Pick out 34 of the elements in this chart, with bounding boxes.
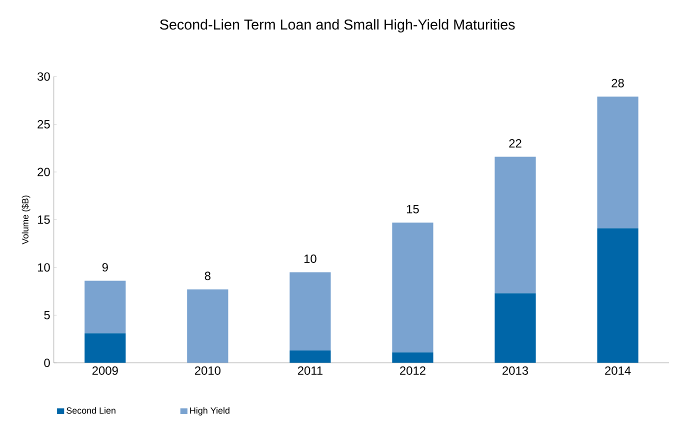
bar (494, 293, 536, 363)
total-label: 15 (406, 204, 419, 214)
chart-title: Second-Lien Term Loan and Small High-Yield Maturities (160, 19, 515, 32)
bar (392, 222, 434, 352)
x-tick-label: 2011 (298, 366, 322, 375)
x-tick-label: 2012 (400, 366, 426, 375)
bar (597, 228, 638, 363)
y-tick-label: 30 (38, 72, 50, 81)
bar (187, 289, 228, 363)
legend-label: Second Lien (66, 407, 116, 414)
total-label: 10 (304, 254, 316, 263)
bar (290, 272, 331, 350)
y-tick-label: 10 (38, 263, 50, 272)
total-label: 8 (204, 272, 210, 280)
x-tick-label: 2013 (502, 366, 528, 375)
y-tick-label: 15 (38, 216, 50, 224)
bar (494, 156, 536, 294)
x-tick-label: 2014 (605, 366, 631, 375)
y-tick-label: 20 (38, 168, 50, 176)
total-label: 28 (612, 78, 624, 88)
total-label: 9 (102, 263, 108, 272)
legend-label: High Yield (190, 407, 230, 416)
total-label: 22 (509, 139, 522, 148)
bar (392, 352, 434, 363)
y-tick-label: 25 (38, 120, 50, 128)
bar (290, 350, 331, 363)
bar (84, 280, 126, 334)
bar (597, 96, 638, 228)
x-tick-label: 2010 (194, 366, 220, 375)
x-tick-label: 2009 (92, 366, 118, 375)
y-tick-label: 0 (44, 358, 50, 368)
y-tick-label: 5 (44, 310, 50, 320)
y-axis-title: Volume ($B) (22, 196, 30, 244)
bar (84, 333, 126, 363)
